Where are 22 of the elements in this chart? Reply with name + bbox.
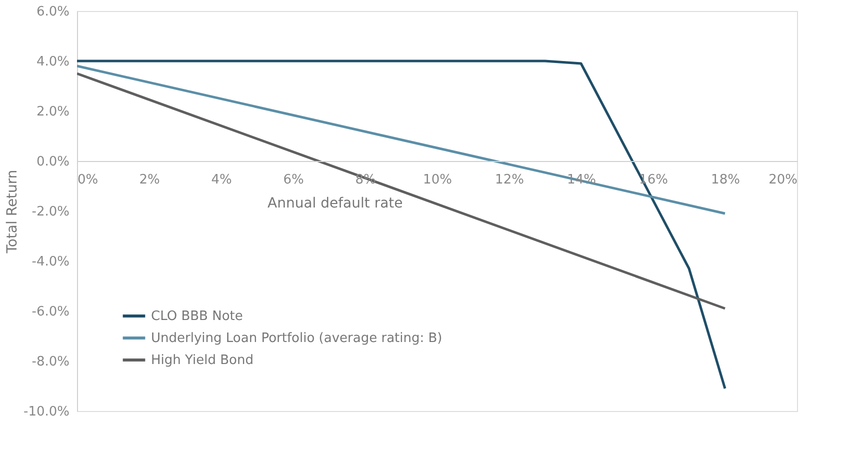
y-tick-label: 4.0% <box>36 54 70 70</box>
legend-label: High Yield Bond <box>151 353 254 368</box>
y-axis-title: Total Return <box>4 170 21 254</box>
x-tick-label: 20% <box>768 172 798 188</box>
legend-label: Underlying Loan Portfolio (average rating: B) <box>151 331 442 346</box>
x-axis-title: Annual default rate <box>268 196 403 212</box>
x-tick-label: 6% <box>283 172 304 188</box>
x-tick-label: 10% <box>423 172 452 188</box>
x-tick-label: 2% <box>139 172 160 188</box>
x-tick-label: 18% <box>711 172 740 188</box>
y-tick-label: -4.0% <box>32 254 70 270</box>
y-tick-label: 0.0% <box>36 154 70 170</box>
y-tick-label: -2.0% <box>32 204 70 220</box>
y-tick-label: -6.0% <box>32 304 70 320</box>
x-tick-label: 12% <box>495 172 524 188</box>
x-tick-label: 4% <box>211 172 232 188</box>
legend-label: CLO BBB Note <box>151 309 243 324</box>
y-tick-label: 2.0% <box>36 104 70 120</box>
y-tick-label: 6.0% <box>36 4 70 20</box>
x-tick-label: 0% <box>78 172 98 188</box>
y-tick-label: -8.0% <box>32 354 70 370</box>
y-tick-label: -10.0% <box>24 404 70 420</box>
